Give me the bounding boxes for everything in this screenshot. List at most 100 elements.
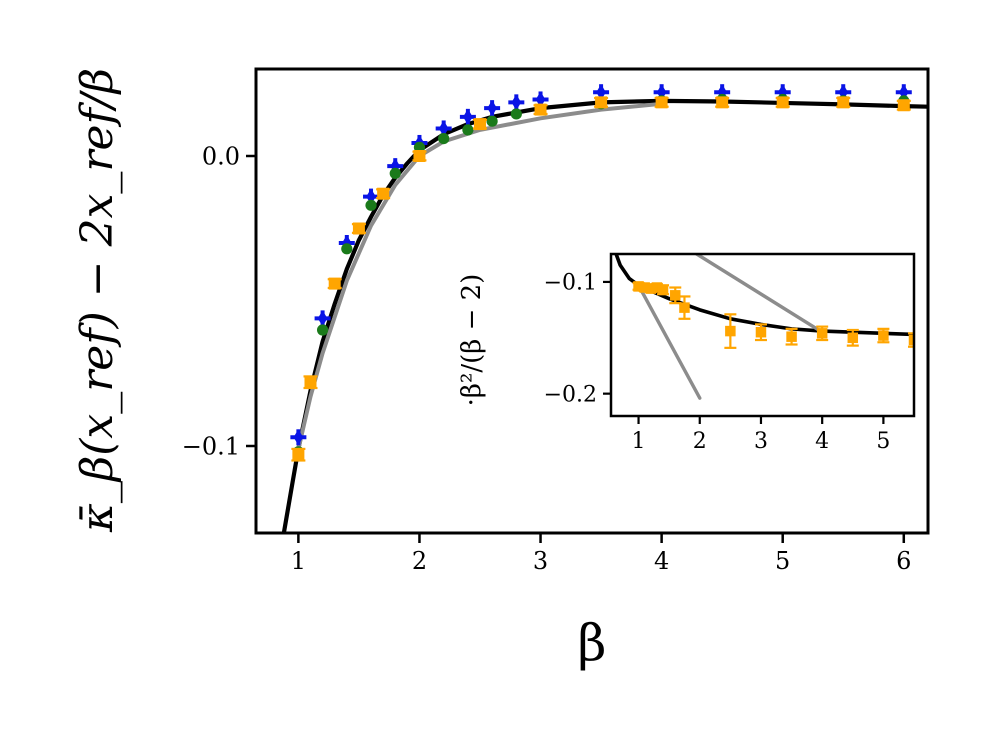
inset-errorbar-point [846, 328, 859, 347]
main-errorbar-point [327, 277, 342, 290]
inset-square-marker [878, 330, 889, 341]
inset-y-tick-label: −0.2 [544, 382, 597, 407]
inset-y-axis-label: ·β²/(β − 2) [457, 274, 487, 407]
inset-x-tick-label: 4 [815, 429, 829, 454]
main-errorbar-point [473, 118, 487, 131]
inset-square-marker [725, 325, 736, 337]
main-errorbar-point [351, 222, 366, 235]
inset-plot-marks [614, 254, 914, 400]
main-plus-marker-core [596, 84, 606, 101]
main-square-marker [534, 103, 547, 116]
inset-errorbar-point [678, 295, 691, 320]
main-circle-marker [389, 167, 401, 179]
inset-series-0-curve [614, 254, 914, 337]
inset-errorbar-point [816, 325, 829, 342]
main-plot-frame [254, 67, 930, 535]
main-square-marker [413, 150, 426, 162]
inset-series-2-curve [694, 254, 824, 334]
inset-square-marker [645, 283, 657, 294]
main-circle-marker [438, 133, 450, 145]
main-square-marker [897, 99, 910, 112]
inset-plot-frame [609, 252, 916, 418]
inset-errorbar-point [724, 313, 737, 349]
main-circle-marker [486, 115, 498, 127]
main-errorbar-point [654, 96, 669, 109]
main-square-marker [776, 96, 789, 109]
main-plus-marker-core [535, 91, 546, 108]
main-square-marker [655, 96, 668, 109]
main-plus-marker-core [511, 94, 522, 111]
inset-plot: 1 2 3 4 5 −0.1 −0.2 [544, 252, 916, 454]
inset-square-marker [651, 282, 663, 293]
main-plot-ticks: 1 2 3 4 5 6 0.0 −0.1 [182, 142, 912, 575]
inset-series-1-curve [636, 283, 702, 400]
inset-square-marker [633, 281, 644, 292]
main-y-tick-label: 0.0 [202, 142, 240, 170]
main-plus-marker [290, 429, 307, 446]
main-x-tick-label: 4 [654, 547, 669, 575]
inset-x-tick-label: 5 [876, 429, 890, 454]
inset-errorbar-point [877, 327, 890, 344]
main-plus-marker-core [487, 100, 497, 117]
main-errorbar-point [836, 96, 851, 109]
inset-square-marker [679, 302, 690, 313]
main-square-marker [716, 96, 729, 109]
inset-x-tick-label: 2 [693, 429, 707, 454]
main-plus-marker-core [317, 310, 328, 327]
main-square-marker [377, 187, 390, 200]
main-errorbar-point [715, 96, 730, 109]
main-circle-marker [510, 108, 522, 120]
main-x-tick-label: 1 [291, 547, 306, 575]
inset-errorbar-point [754, 323, 767, 342]
inset-square-marker [847, 332, 859, 344]
main-errorbar-point [533, 103, 548, 116]
inset-y-tick-label: −0.1 [544, 271, 597, 296]
main-square-marker [292, 448, 305, 461]
inset-square-marker [816, 328, 828, 339]
main-circle-marker [365, 199, 377, 211]
main-square-marker [328, 277, 341, 290]
main-errorbar-point [376, 187, 391, 200]
main-square-marker [474, 118, 486, 131]
inset-errorbar-point [657, 284, 670, 296]
main-x-tick-label: 5 [775, 547, 790, 575]
inset-plot-ticks: 1 2 3 4 5 −0.1 −0.2 [544, 271, 891, 454]
main-x-tick-label: 6 [896, 547, 911, 575]
main-plot: 1 2 3 4 5 6 0.0 −0.1 [182, 67, 930, 575]
inset-square-marker [639, 282, 650, 293]
main-plus-marker [314, 310, 331, 327]
main-x-tick-label: 3 [533, 547, 548, 575]
main-plus-marker [484, 100, 501, 117]
main-errorbar-point [303, 375, 318, 390]
main-errorbar-point [594, 96, 609, 109]
inset-square-marker [908, 334, 914, 346]
main-circle-marker [316, 324, 329, 336]
inset-square-marker [786, 331, 797, 342]
main-plus-marker-core [293, 429, 304, 446]
main-square-marker [837, 96, 850, 109]
inset-errorbar-point [785, 327, 798, 346]
main-plus-marker-core [438, 120, 449, 137]
main-plus-marker [508, 94, 525, 111]
main-errorbar-point [896, 99, 911, 112]
main-circle-marker [462, 124, 474, 136]
inset-square-marker [670, 290, 681, 301]
main-y-tick-label: −0.1 [182, 432, 240, 460]
main-x-tick-label: 2 [412, 547, 427, 575]
main-series-1-curve [296, 101, 664, 451]
inset-x-tick-label: 3 [754, 429, 768, 454]
main-y-axis-label: κ̄_β(x_ref) − 2x_ref/β [72, 68, 123, 533]
main-errorbar-point [291, 447, 306, 462]
main-plot-marks [281, 84, 928, 533]
main-x-axis-label: β [578, 614, 607, 672]
main-circle-marker [341, 243, 353, 255]
main-plus-marker-core [463, 108, 473, 125]
inset-square-marker [755, 326, 767, 338]
main-errorbar-point [412, 150, 427, 162]
main-square-marker [352, 222, 365, 235]
main-errorbar-point [775, 96, 790, 109]
inset-x-tick-label: 1 [632, 429, 646, 454]
inset-errorbar-point [908, 332, 914, 348]
main-plus-marker [459, 108, 476, 125]
